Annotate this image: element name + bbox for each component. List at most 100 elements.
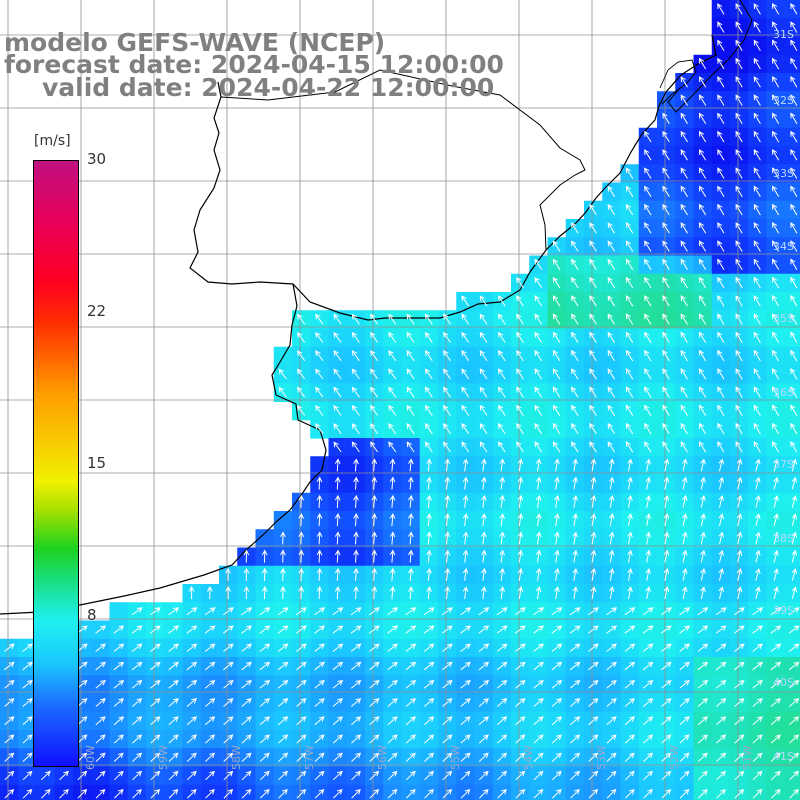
title-model: modelo GEFS-WAVE (NCEP) [4, 28, 386, 57]
wind-arrow [680, 349, 688, 362]
wind-arrow [735, 76, 743, 88]
wind-speed-cell [200, 784, 220, 800]
wind-arrow [661, 643, 672, 652]
wind-speed-cell [784, 273, 800, 293]
wind-arrow [280, 549, 286, 563]
wind-arrow [205, 752, 216, 762]
wind-arrow [590, 531, 597, 545]
wind-arrow [698, 240, 707, 252]
wind-arrow [371, 476, 378, 490]
wind-arrow [296, 698, 307, 707]
wind-arrow [717, 130, 725, 143]
wind-speed-cell [91, 784, 111, 800]
wind-arrow [606, 716, 617, 726]
wind-arrow [662, 222, 670, 234]
wind-arrow [663, 513, 670, 527]
coastline-uruguay-inland [220, 69, 586, 251]
wind-arrow [790, 240, 798, 252]
wind-arrow [790, 94, 798, 106]
wind-arrow [718, 567, 725, 581]
wind-speed-cell [0, 784, 19, 800]
wind-arrow [644, 404, 652, 416]
wind-arrow [698, 149, 707, 161]
wind-arrow [571, 295, 579, 307]
wind-arrow [734, 716, 745, 726]
wind-arrow [571, 368, 579, 380]
wind-arrow [716, 752, 727, 762]
wind-arrow [715, 625, 727, 634]
wind-arrow [499, 458, 505, 472]
wind-arrow [496, 643, 508, 652]
wind-arrow [608, 549, 615, 563]
wind-arrow [790, 167, 798, 179]
wind-arrow [662, 313, 670, 325]
wind-arrow [552, 422, 561, 435]
wind-speed-cell [438, 784, 457, 800]
wind-arrow [131, 716, 143, 726]
wind-arrow [662, 386, 670, 398]
wind-arrow [442, 734, 453, 744]
wind-arrow [698, 57, 707, 70]
wind-arrow [717, 313, 725, 325]
wind-arrow [350, 643, 362, 652]
wind-arrow [588, 679, 599, 689]
wind-speed-cell [784, 383, 800, 403]
wind-arrow [533, 752, 544, 762]
wind-arrow [661, 788, 672, 799]
wind-arrow [680, 167, 688, 179]
coastline-uruguay [189, 34, 717, 321]
wind-arrow [790, 21, 798, 33]
wind-arrow [735, 57, 743, 70]
wind-arrow [790, 112, 798, 125]
wind-arrow [791, 568, 798, 581]
coastline-brazil [667, 0, 753, 113]
wind-arrow [735, 130, 743, 143]
wind-arrow [736, 567, 743, 581]
wind-arrow [131, 643, 143, 652]
wind-arrow [554, 586, 560, 600]
wind-arrow [533, 788, 544, 799]
wind-arrow [589, 404, 597, 416]
wind-arrow [772, 258, 780, 271]
wind-arrow [770, 734, 781, 744]
wind-arrow [517, 567, 524, 581]
wind-arrow [316, 513, 323, 527]
wind-arrow [661, 770, 672, 781]
wind-arrow [627, 531, 633, 545]
wind-arrow [644, 149, 652, 161]
wind-arrow [186, 661, 198, 671]
wind-arrow [369, 643, 380, 652]
wind-arrow [772, 94, 780, 106]
wind-arrow [697, 625, 709, 634]
wind-arrow [461, 368, 470, 380]
wind-arrow [571, 404, 579, 416]
wind-arrow [717, 276, 725, 289]
wind-arrow [479, 441, 488, 453]
wind-arrow [644, 313, 652, 325]
wind-arrow [150, 752, 161, 762]
wind-arrow [790, 349, 798, 362]
wind-arrow [590, 513, 597, 527]
wind-arrow [607, 368, 616, 380]
wind-arrow [462, 549, 469, 563]
wind-arrow [516, 404, 524, 416]
wind-arrow [755, 513, 761, 527]
wind-arrow [643, 770, 653, 781]
wind-arrow [186, 734, 197, 744]
wind-arrow [551, 698, 563, 707]
wind-arrow [334, 586, 341, 600]
wind-speed-cell [547, 784, 567, 800]
wind-arrow [514, 607, 526, 616]
wind-arrow [461, 423, 470, 435]
wind-arrow [351, 331, 360, 343]
wind-arrow [334, 494, 341, 508]
wind-arrow [789, 734, 800, 744]
wind-arrow [225, 567, 231, 581]
wind-arrow [480, 567, 487, 581]
wind-arrow [150, 770, 161, 781]
wind-arrow [462, 494, 469, 508]
wind-arrow [717, 57, 725, 70]
wind-speed-cell [146, 784, 165, 800]
wind-arrow [315, 368, 324, 380]
wind-arrow [606, 698, 617, 707]
